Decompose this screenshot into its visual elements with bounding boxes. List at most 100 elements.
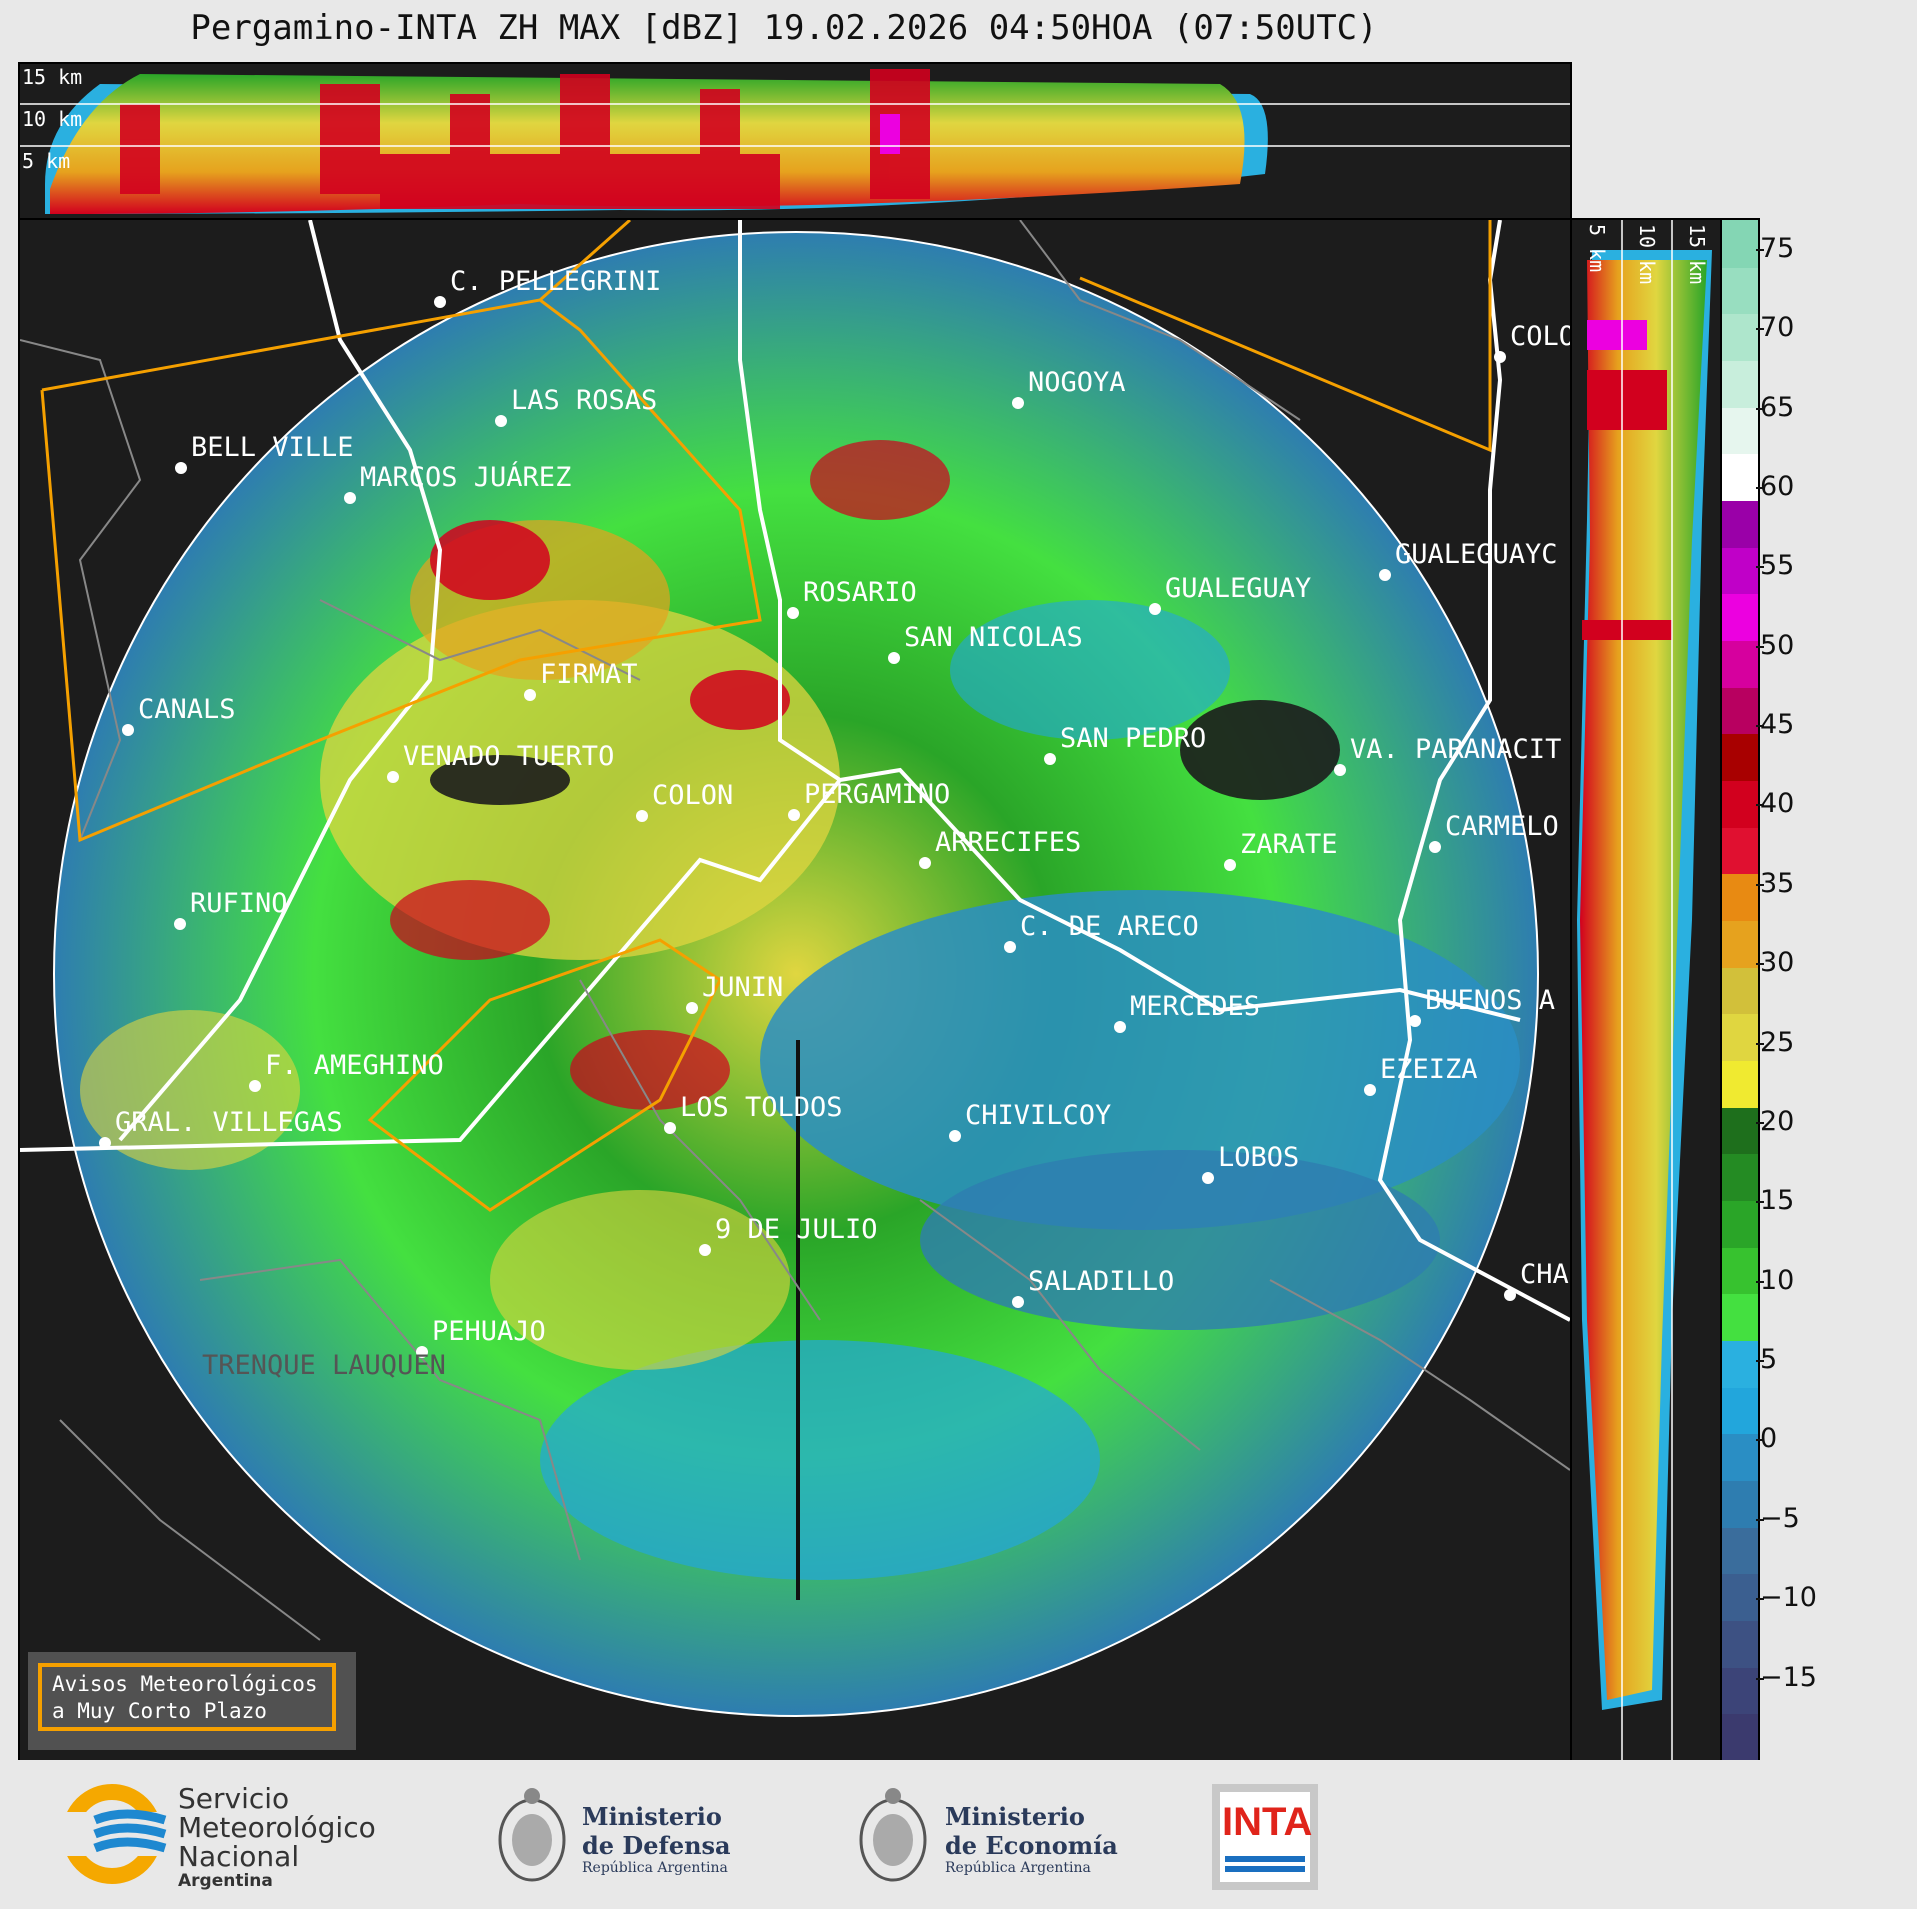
dbz-colorbar [1720,218,1760,1762]
colorbar-band [1722,1293,1758,1341]
city-marker [919,857,931,869]
colorbar-tick-mark [1756,1121,1764,1124]
smn-logo-text: Servicio Meteorológico Nacional Argentin… [178,1784,376,1891]
colorbar-tick-label: 65 [1760,391,1795,423]
economia-line2: de Economía [945,1831,1118,1860]
side-cross-section-panel: 5 km 10 km 15 km [1570,218,1724,1762]
city-label: SAN NICOLAS [904,622,1083,653]
colorbar-band [1722,640,1758,688]
colorbar-tick-mark [1756,645,1764,648]
colorbar-tick-label: 35 [1760,867,1795,899]
city-label: MARCOS JUÁREZ [360,461,571,493]
city-marker [1494,351,1506,363]
colorbar-band [1722,1013,1758,1061]
colorbar-band [1722,686,1758,735]
colorbar-band [1722,873,1758,921]
colorbar-tick-label: 25 [1760,1026,1795,1058]
colorbar-tick-label: −5 [1760,1502,1800,1534]
city-label: CHIVILCOY [965,1100,1111,1131]
range-ring [53,231,1539,1717]
city-label: PEHUAJO [432,1316,546,1347]
colorbar-band [1722,360,1758,408]
colorbar-band [1722,220,1758,268]
city-marker [1044,753,1056,765]
city-label: COLO [1510,321,1570,352]
colorbar-tick-label: 10 [1760,1264,1795,1296]
city-marker [1004,941,1016,953]
city-label: MERCEDES [1130,991,1260,1022]
defensa-line1: Ministerio [582,1802,722,1831]
city-marker [699,1244,711,1256]
colorbar-band [1722,1573,1758,1621]
city-label: C. DE ARECO [1020,911,1199,942]
colorbar-tick-label: 45 [1760,709,1795,741]
city-marker [174,918,186,930]
footer-graphics [60,1784,1318,1890]
city-label: CARMELO [1445,811,1559,842]
colorbar-band [1722,780,1758,828]
inta-logo-icon [1212,1784,1318,1890]
colorbar-tick-mark [1756,1360,1764,1363]
colorbar-band [1722,313,1758,361]
city-label: BUENOS A [1425,985,1555,1016]
colorbar-tick-label: 0 [1760,1423,1778,1455]
colorbar-band [1722,1200,1758,1248]
city-label: ROSARIO [803,577,917,608]
colorbar-band [1722,453,1758,501]
colorbar-band [1722,1060,1758,1108]
defensa-seal-icon [498,1788,566,1882]
city-marker [1149,603,1161,615]
department-borders [20,220,1570,1641]
city-marker [249,1080,261,1092]
city-label: RUFINO [190,888,288,919]
city-label: GRAL. VILLEGAS [115,1107,343,1138]
city-marker [344,492,356,504]
warning-polygons[interactable] [40,220,1492,1212]
smn-line2: Meteorológico [178,1811,376,1844]
city-marker [664,1122,676,1134]
city-label: LOBOS [1218,1142,1299,1173]
city-marker [788,809,800,821]
colorbar-band [1722,1106,1758,1155]
city-label: FIRMAT [540,659,638,690]
colorbar-tick-mark [1756,248,1764,251]
colorbar-tick-label: 5 [1760,1344,1778,1376]
radar-map-panel[interactable]: C. PELLEGRINI LAS ROSAS BELL VILLE MARCOS J… [18,218,1572,1762]
colorbar-band [1722,733,1758,781]
colorbar-tick-label: −10 [1760,1582,1817,1614]
echo-features [80,440,1520,1600]
side-cross-section-plot: 5 km 10 km 15 km [1577,220,1712,1760]
colorbar-tick-mark [1756,566,1764,569]
colorbar-tick-mark [1756,1439,1764,1442]
colorbar-tick-mark [1756,1518,1764,1521]
city-marker [1012,397,1024,409]
city-label: BELL VILLE [191,432,354,463]
colorbar-band [1722,500,1758,548]
city-label: CANALS [138,694,236,725]
colorbar-tick-mark [1756,1201,1764,1204]
colorbar-tick-mark [1756,725,1764,728]
colorbar-tick-mark [1756,1042,1764,1045]
city-label: TRENQUE LAUQUEN [202,1350,446,1381]
economia-seal-icon [859,1788,927,1882]
city-label: PERGAMINO [804,779,950,810]
city-marker [1379,569,1391,581]
colorbar-band [1722,266,1758,315]
map-title: Pergamino-INTA ZH MAX [dBZ] 19.02.2026 0… [190,8,1378,48]
warning-legend-line2: a Muy Corto Plazo [52,1699,267,1723]
city-marker [1504,1289,1516,1301]
colorbar-tick-label: 70 [1760,312,1795,344]
city-label: LAS ROSAS [511,385,657,416]
city-label: NOGOYA [1028,367,1126,398]
colorbar-band [1722,546,1758,595]
smn-line4: Argentina [178,1871,273,1891]
warning-legend-box[interactable]: Avisos Meteorológicos a Muy Corto Plazo [28,1652,356,1750]
defensa-logo-text: Ministerio de Defensa República Argentin… [582,1802,731,1876]
economia-logo-text: Ministerio de Economía República Argenti… [945,1802,1118,1876]
city-marker [1202,1172,1214,1184]
city-label: SALADILLO [1028,1266,1174,1297]
colorbar-tick-mark [1756,1280,1764,1283]
colorbar-tick-label: 60 [1760,470,1795,502]
